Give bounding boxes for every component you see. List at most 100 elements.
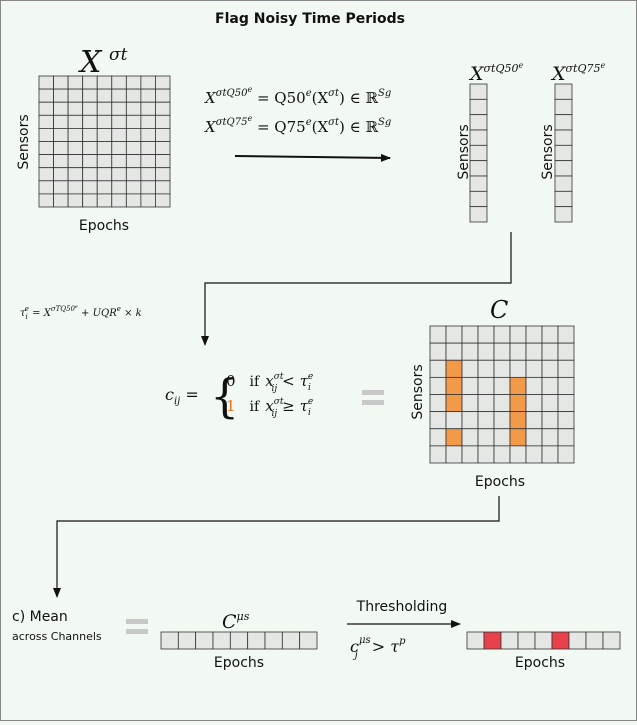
matrix-x-cell bbox=[67, 101, 84, 116]
matrix-x-cell bbox=[96, 75, 113, 90]
vector-q50-cell bbox=[469, 175, 488, 192]
matrix-x-superscript: σt bbox=[109, 45, 128, 65]
cij-case1-value: 1 bbox=[226, 397, 236, 415]
eq-q50-rhs: (X bbox=[312, 89, 329, 107]
svg-text:XσtQ50e: XσtQ50e bbox=[468, 61, 523, 85]
vector-mean-cell bbox=[299, 631, 318, 650]
matrix-x-cell bbox=[67, 127, 84, 142]
matrix-x-cell bbox=[111, 193, 127, 208]
matrix-x-cell bbox=[53, 154, 69, 169]
matrix-c-flagged-cell bbox=[445, 376, 463, 395]
eq-q75-lhs: X bbox=[204, 118, 217, 136]
matrix-c-cell bbox=[429, 359, 447, 378]
eq-q75-mid-sup: e bbox=[306, 117, 312, 128]
matrix-x-cell bbox=[125, 75, 142, 90]
vector-q75-cell bbox=[554, 129, 573, 146]
vector-q50-cell bbox=[469, 206, 488, 223]
matrix-c-cell bbox=[557, 428, 575, 447]
eq-q75-rhs-sup: σt bbox=[328, 117, 340, 128]
thr-c: c bbox=[350, 637, 359, 656]
vector-q50-cell bbox=[469, 190, 488, 208]
matrix-c-cell bbox=[541, 394, 559, 413]
matrix-x-cell bbox=[53, 75, 69, 90]
eq-q50-lhs: X bbox=[204, 89, 217, 107]
thr-sub: j bbox=[353, 650, 358, 661]
cij-case0-x: x bbox=[265, 372, 274, 390]
matrix-x-cell bbox=[53, 88, 69, 103]
matrix-x-cell bbox=[82, 101, 98, 116]
matrix-c-cell bbox=[541, 445, 559, 464]
matrix-x-cell bbox=[67, 75, 84, 90]
matrix-c-cell bbox=[461, 325, 479, 344]
svg-text:cij =: cij = bbox=[165, 385, 199, 407]
matrix-c-cell bbox=[525, 325, 543, 344]
eq-q50-lhs-sup2: e bbox=[247, 85, 252, 94]
eq-q50-rhs-end: ) ∈ ℝ bbox=[339, 89, 378, 107]
tau-eq: = X bbox=[29, 308, 52, 319]
vector-q75-cell bbox=[554, 206, 573, 223]
thr-op: > τ bbox=[367, 637, 401, 656]
cij-case1-x: x bbox=[265, 397, 274, 415]
eq-q50-mid-sup: e bbox=[306, 88, 312, 99]
matrix-x-cell bbox=[155, 180, 171, 195]
matrix-x-cell bbox=[96, 180, 113, 195]
matrix-x-cell bbox=[111, 88, 127, 103]
vector-mean-cell bbox=[281, 631, 301, 650]
tau-lhs-sup: e bbox=[25, 305, 29, 313]
matrix-c-cell bbox=[477, 411, 495, 430]
matrix-x-cell bbox=[96, 193, 113, 208]
matrix-c-cell bbox=[557, 359, 575, 378]
matrix-c-cell bbox=[509, 342, 527, 361]
matrix-x-cell bbox=[82, 167, 98, 182]
matrix-c-flagged-cell bbox=[509, 394, 527, 413]
eq-q50-lhs-sup: σtQ50 bbox=[216, 88, 248, 99]
matrix-x-cell bbox=[155, 88, 171, 103]
matrix-x-cell bbox=[96, 88, 113, 103]
matrix-c-cell bbox=[477, 342, 495, 361]
arrow-to-mean bbox=[53, 496, 500, 598]
matrix-x-cell bbox=[111, 141, 127, 156]
matrix-c-flagged-cell bbox=[445, 428, 463, 447]
matrix-x-cell bbox=[38, 154, 54, 169]
matrix-x-cell bbox=[38, 167, 54, 182]
matrix-c-cell bbox=[525, 342, 543, 361]
matrix-x-cell bbox=[155, 167, 171, 182]
eq-q75-space-sup: Sg bbox=[378, 117, 391, 128]
matrix-x-cell bbox=[125, 167, 142, 182]
svg-text:XσtQ75e: XσtQ75e bbox=[550, 61, 605, 85]
vector-q50-symbol: X bbox=[468, 63, 485, 85]
matrix-x-cell bbox=[38, 101, 54, 116]
cij-case0-tau-sup: e bbox=[308, 372, 313, 382]
vector-mean-cell bbox=[177, 631, 197, 650]
matrix-x-cell bbox=[96, 167, 113, 182]
arrow-to-cij bbox=[201, 232, 512, 346]
cij-case1-x-sup: σt bbox=[274, 397, 284, 407]
matrix-c-flagged-cell bbox=[445, 359, 463, 378]
matrix-c-cell bbox=[493, 411, 511, 430]
matrix-x-cell bbox=[155, 101, 171, 116]
matrix-c-flagged-cell bbox=[509, 411, 527, 430]
matrix-x-cell bbox=[155, 114, 171, 129]
vector-mean-cell bbox=[264, 631, 283, 650]
matrix-x-cell bbox=[125, 154, 142, 169]
matrix-c-cell bbox=[557, 376, 575, 395]
matrix-c-cell bbox=[557, 342, 575, 361]
vector-q50-grid bbox=[469, 83, 488, 223]
matrix-c-cell bbox=[493, 376, 511, 395]
threshold-formula: τie = XσTQ50e + UQRe × k bbox=[20, 304, 142, 321]
vector-result-grid bbox=[466, 631, 621, 650]
matrix-x-cell bbox=[38, 114, 54, 129]
matrix-x-cell bbox=[53, 114, 69, 129]
vector-q75-grid bbox=[554, 83, 573, 223]
cij-case0-value: 0 bbox=[226, 372, 236, 390]
equation-q50: XσtQ50e = Q50e(Xσt) ∈ ℝSg bbox=[204, 85, 391, 107]
matrix-c-cell bbox=[525, 376, 543, 395]
vector-result-cell bbox=[500, 631, 519, 650]
vector-result-flagged-cell bbox=[483, 631, 502, 650]
matrix-c-cell bbox=[445, 325, 463, 344]
matrix-x-cell bbox=[140, 141, 156, 156]
cij-case1-op: ≥ bbox=[282, 397, 295, 415]
